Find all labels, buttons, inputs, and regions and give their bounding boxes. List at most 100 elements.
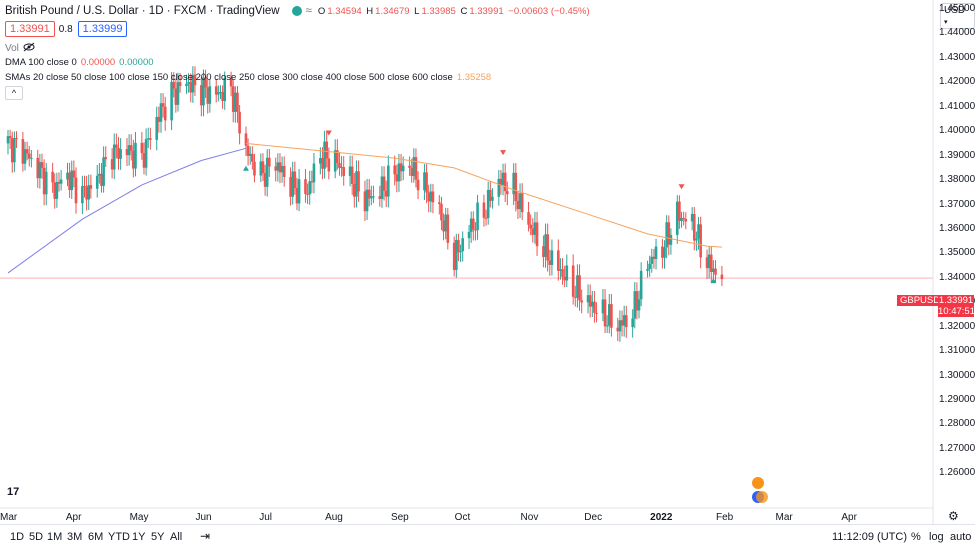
settings-gear-icon[interactable]: ⚙ bbox=[948, 509, 959, 523]
candle-body bbox=[446, 214, 450, 243]
timeframe-all[interactable]: All bbox=[170, 531, 183, 543]
candle-body bbox=[401, 165, 405, 172]
approx-icon: ≈ bbox=[305, 5, 312, 17]
candle-body bbox=[55, 181, 59, 199]
candle-body bbox=[142, 153, 146, 168]
candle-body bbox=[325, 141, 329, 159]
candle-body bbox=[578, 275, 581, 301]
candle-body bbox=[253, 161, 256, 176]
timeframe-5d[interactable]: 5D bbox=[29, 531, 44, 543]
candle-body bbox=[618, 320, 622, 332]
tradingview-logo[interactable]: 17 bbox=[7, 486, 20, 498]
candle-body bbox=[221, 92, 224, 101]
candle-body bbox=[654, 246, 658, 259]
auto-toggle[interactable]: auto bbox=[950, 531, 972, 543]
candle-body bbox=[605, 325, 609, 327]
candle-body bbox=[310, 181, 314, 183]
market-status-icon[interactable] bbox=[291, 6, 302, 16]
sell-button[interactable]: 1.33991 bbox=[5, 21, 55, 37]
candle-body bbox=[474, 229, 477, 231]
candle-body bbox=[382, 176, 386, 191]
candle-body bbox=[393, 165, 396, 175]
price-tick-label: 1.30000 bbox=[939, 369, 975, 381]
sma-line bbox=[245, 142, 722, 248]
candle-body bbox=[25, 149, 29, 154]
time-tick-label: Aug bbox=[325, 512, 343, 523]
candle-body bbox=[455, 239, 458, 270]
candle-body bbox=[15, 138, 18, 140]
sma-label: SMAs 20 close 50 close 100 close 150 clo… bbox=[5, 72, 453, 83]
candle-body bbox=[357, 171, 360, 192]
percent-toggle[interactable]: % bbox=[911, 531, 921, 543]
candle-body bbox=[23, 149, 27, 164]
candle-body bbox=[259, 161, 263, 176]
candle-body bbox=[10, 138, 14, 163]
price-tick-label: 1.40000 bbox=[939, 125, 975, 137]
candle-body bbox=[274, 166, 278, 171]
price-tick-label: 1.39000 bbox=[939, 149, 975, 161]
dma-value-1: 0.00000 bbox=[80, 57, 116, 68]
economic-events-icon[interactable] bbox=[750, 477, 768, 510]
candle-body bbox=[83, 186, 86, 188]
candle-body bbox=[51, 171, 54, 183]
candle-body bbox=[246, 145, 250, 156]
candle-body bbox=[705, 257, 709, 269]
eye-off-icon[interactable] bbox=[23, 42, 35, 55]
candle-body bbox=[74, 177, 78, 204]
candle-body bbox=[663, 247, 666, 258]
candle-body bbox=[633, 291, 637, 319]
timeframe-ytd[interactable]: YTD bbox=[108, 531, 130, 543]
sma-legend[interactable]: SMAs 20 close 50 close 100 close 150 clo… bbox=[5, 72, 495, 83]
candle-body bbox=[112, 144, 116, 170]
candle-body bbox=[427, 192, 430, 202]
time-tick-label: Apr bbox=[65, 512, 82, 523]
candle-body bbox=[378, 196, 382, 199]
candle-body bbox=[204, 77, 207, 88]
candle-body bbox=[295, 187, 299, 204]
dma-value-2: 0.00000 bbox=[119, 57, 154, 68]
log-toggle[interactable]: log bbox=[929, 531, 944, 543]
clock[interactable]: 11:12:09 (UTC) bbox=[832, 531, 907, 543]
dma-line bbox=[7, 147, 247, 274]
candle-body bbox=[690, 213, 694, 222]
candle-body bbox=[217, 92, 220, 95]
date-range-icon[interactable]: ⇥ bbox=[200, 529, 211, 543]
candle-body bbox=[132, 150, 135, 169]
candle-body bbox=[652, 256, 656, 259]
candle-body bbox=[85, 186, 88, 200]
price-tick-label: 1.32000 bbox=[939, 320, 975, 332]
buy-button[interactable]: 1.33999 bbox=[77, 21, 128, 37]
dma-legend[interactable]: DMA 100 close 0 0.00000 0.00000 bbox=[5, 57, 158, 68]
candle-body bbox=[340, 167, 343, 169]
timeframe-1d[interactable]: 1D bbox=[10, 531, 25, 543]
timeframe-5y[interactable]: 5Y bbox=[151, 531, 165, 543]
sell-signal-marker bbox=[678, 184, 685, 190]
candle-body bbox=[533, 222, 537, 235]
candle-body bbox=[529, 224, 532, 229]
candle-body bbox=[193, 74, 197, 86]
collapse-legend-button[interactable]: ^ bbox=[5, 86, 23, 100]
timeframe-1m[interactable]: 1M bbox=[47, 531, 63, 543]
candle-body bbox=[714, 268, 717, 275]
timeframe-6m[interactable]: 6M bbox=[88, 531, 104, 543]
timeframe-3m[interactable]: 3M bbox=[67, 531, 83, 543]
candle-body bbox=[503, 172, 507, 192]
candle-body bbox=[561, 269, 564, 277]
candle-body bbox=[321, 157, 324, 169]
candle-body bbox=[149, 138, 152, 140]
candle-body bbox=[678, 201, 681, 221]
candle-body bbox=[42, 167, 46, 195]
symbol-title[interactable]: British Pound / U.S. Dollar · 1D · FXCM … bbox=[5, 5, 280, 17]
chevron-down-icon: ▾ bbox=[944, 19, 948, 26]
buy-signal-marker bbox=[710, 278, 717, 284]
candle-body bbox=[189, 82, 193, 93]
candle-body bbox=[202, 77, 205, 106]
time-tick-label: Nov bbox=[520, 512, 539, 523]
timeframe-1y[interactable]: 1Y bbox=[132, 531, 146, 543]
price-tick-label: 1.29000 bbox=[939, 394, 975, 406]
candle-body bbox=[408, 165, 411, 168]
candle-body bbox=[637, 299, 641, 311]
candle-body bbox=[527, 212, 530, 225]
candle-body bbox=[423, 172, 426, 191]
